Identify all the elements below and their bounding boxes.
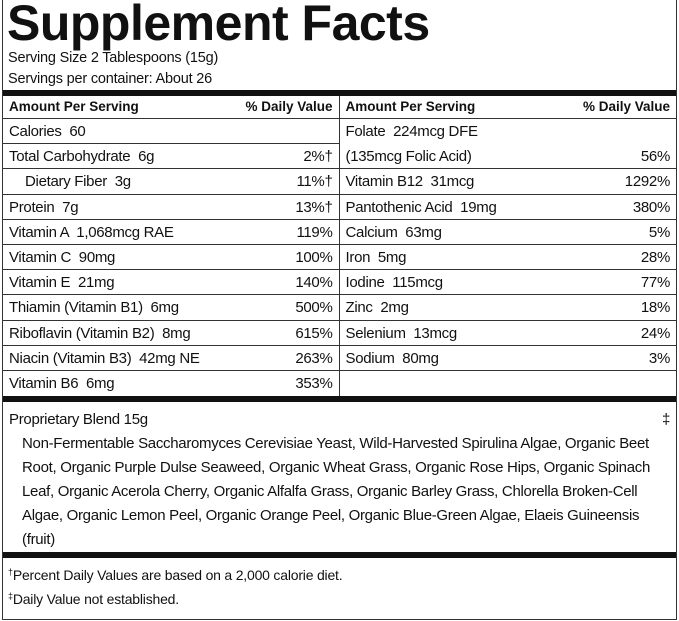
nutrient-row: Thiamin (Vitamin B1) 6mg 500% [3,295,339,321]
nutrient-dv: 24% [640,324,670,342]
blend-name: Proprietary Blend 15g [9,411,148,429]
nutrient-row: Sodium 80mg 3% [339,346,676,371]
nutrient-name: Zinc 2mg [345,299,409,317]
nutrient-name: Riboflavin (Vitamin B2) 8mg [9,324,191,342]
nutrient-dv: 3% [648,349,670,367]
nutrient-row: Folate 224mcg DFE [340,119,677,144]
nutrient-name: Calcium 63mg [345,223,442,241]
nutrient-table: Amount Per Serving % Daily Value Calorie… [3,96,677,397]
nutrient-row: Protein 7g 13%† [3,195,339,220]
nutrient-name: Folate 224mcg DFE [345,123,478,140]
nutrient-dv: 615% [295,324,333,342]
nutrient-row: Calcium 63mg 5% [339,220,676,245]
nutrient-row: (135mcg Folic Acid) 56% [339,144,676,170]
footnotes: †Percent Daily Values are based on a 2,0… [3,558,676,614]
nutrient-name: Vitamin B12 31mcg [345,173,475,191]
nutrient-dv: 11%† [296,173,333,191]
nutrient-name: Protein 7g [9,198,79,216]
nutrient-dv: 353% [295,374,333,392]
right-column: Amount Per Serving % Daily Value Folate … [339,96,677,396]
footnote: †Percent Daily Values are based on a 2,0… [8,567,343,584]
nutrient-name: Selenium 13mcg [345,324,458,342]
left-column: Amount Per Serving % Daily Value Calorie… [3,96,340,397]
nutrient-row: Riboflavin (Vitamin B2) 8mg 615% [3,321,339,346]
nutrient-name: Vitamin C 90mg [9,248,116,266]
nutrient-name: Iron 5mg [345,248,407,266]
amount-header: Amount Per Serving [9,99,139,114]
nutrient-dv: 28% [640,248,670,266]
dv-header: % Daily Value [245,99,333,114]
nutrient-row: Pantothenic Acid 19mg 380% [339,195,676,220]
nutrient-dv: 1292% [624,173,671,191]
nutrient-name: Vitamin B6 6mg [9,374,115,392]
nutrient-dv: 77% [640,274,670,292]
nutrient-dv: 140% [295,274,333,292]
nutrient-row: Vitamin B12 31mcg 1292% [339,169,676,195]
nutrient-dv: 500% [295,299,333,317]
nutrient-dv: 119% [296,223,333,241]
nutrient-name: Calories 60 [9,123,86,140]
nutrient-name: Vitamin E 21mg [9,274,115,292]
nutrient-row: Calories 60 [3,119,339,145]
nutrient-row: Vitamin C 90mg 100% [3,245,339,271]
blend-ingredients: Non-Fermentable Saccharomyces Cerevisiae… [22,435,650,549]
nutrient-row: Zinc 2mg 18% [339,295,676,321]
thick-divider [3,396,676,403]
nutrient-row: Vitamin B6 6mg 353% [3,371,339,396]
nutrient-row: Vitamin E 21mg 140% [3,270,339,296]
label-title: Supplement Facts [7,0,430,51]
serving-size: Serving Size 2 Tablespoons (15g) [8,50,219,66]
nutrient-name: Thiamin (Vitamin B1) 6mg [9,299,179,317]
servings-per-container: Servings per container: About 26 [8,71,212,87]
amount-header: Amount Per Serving [345,99,476,114]
nutrient-row: Iodine 115mcg 77% [339,270,676,296]
nutrient-name: Dietary Fiber 3g [25,173,131,191]
proprietary-blend: Proprietary Blend 15g ‡ Non-Fermentable … [3,402,676,552]
nutrient-dv: 380% [632,198,670,216]
nutrient-row: Vitamin A 1,068mcg RAE 119% [3,220,339,245]
dv-header: % Daily Value [582,99,670,114]
nutrient-row: Dietary Fiber 3g 11%† [3,169,339,195]
nutrient-row: Total Carbohydrate 6g 2%† [3,144,339,170]
nutrient-row: Selenium 13mcg 24% [339,321,676,346]
nutrient-dv: 5% [648,223,670,241]
nutrient-dv: 100% [295,248,333,266]
nutrient-dv: 18% [640,299,670,317]
nutrient-dv: 13%† [295,198,333,216]
footnote: ‡Daily Value not established. [8,591,179,608]
nutrient-dv: 263% [295,349,333,367]
column-header: Amount Per Serving % Daily Value [3,96,339,119]
blend-dv: ‡ [661,411,670,429]
column-header: Amount Per Serving % Daily Value [339,96,676,119]
nutrient-name: Vitamin A 1,068mcg RAE [9,223,174,241]
nutrient-name: Total Carbohydrate 6g [9,148,155,166]
nutrient-row: Iron 5mg 28% [339,245,676,271]
thick-divider [3,552,676,559]
nutrient-name: Iodine 115mcg [345,274,444,292]
nutrient-row: Niacin (Vitamin B3) 42mg NE 263% [3,346,339,371]
thick-divider [3,90,676,96]
nutrient-dv: 2%† [303,148,333,166]
nutrient-name: Sodium 80mg [345,349,439,367]
nutrient-dv: 56% [640,148,670,166]
nutrient-name: (135mcg Folic Acid) [345,148,472,166]
empty-row [340,371,677,396]
nutrient-name: Pantothenic Acid 19mg [345,198,497,216]
nutrient-name: Niacin (Vitamin B3) 42mg NE [9,349,200,367]
